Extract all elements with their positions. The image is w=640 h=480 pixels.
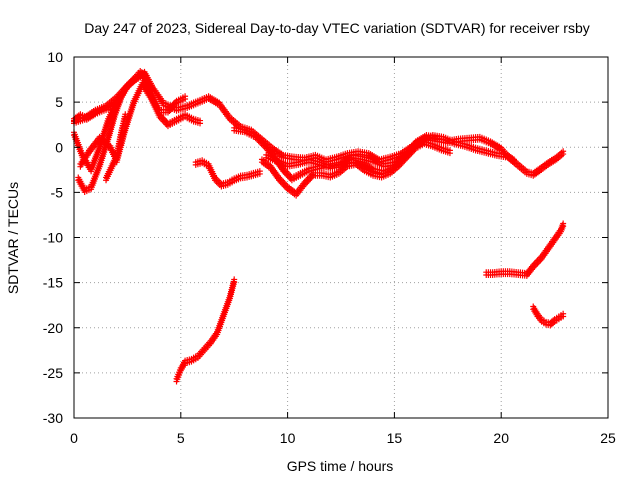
series-track-11 bbox=[173, 276, 238, 385]
data-point-marker bbox=[256, 170, 263, 177]
data-point-marker bbox=[434, 136, 441, 143]
y-tick-label: -30 bbox=[43, 410, 63, 426]
series-track-13 bbox=[530, 303, 567, 329]
y-axis-label: SDTVAR / TECUs bbox=[5, 182, 21, 294]
x-tick-label: 20 bbox=[493, 430, 509, 446]
y-tick-label: -5 bbox=[51, 184, 64, 200]
y-tick-label: 5 bbox=[55, 94, 63, 110]
series-track-7 bbox=[192, 157, 263, 190]
x-axis-ticks: 0 5 10 15 20 25 bbox=[70, 57, 616, 446]
series-track-10 bbox=[263, 132, 441, 177]
y-tick-label: -10 bbox=[43, 230, 63, 246]
y-tick-label: -25 bbox=[43, 365, 63, 381]
chart-title: Day 247 of 2023, Sidereal Day-to-day VTE… bbox=[84, 20, 590, 36]
data-point-marker bbox=[231, 279, 238, 286]
y-axis-ticks: -30 -25 -20 -15 -10 -5 0 5 10 bbox=[43, 49, 608, 426]
grid-lines bbox=[74, 57, 608, 418]
series-track-12 bbox=[483, 220, 567, 279]
y-tick-label: -20 bbox=[43, 320, 63, 336]
data-point-marker bbox=[122, 114, 129, 121]
y-tick-label: 0 bbox=[55, 139, 63, 155]
x-tick-label: 0 bbox=[70, 430, 78, 446]
x-axis-label: GPS time / hours bbox=[287, 458, 394, 474]
data-point-marker bbox=[560, 313, 567, 320]
y-tick-label: -15 bbox=[43, 275, 63, 291]
series-track-4 bbox=[75, 67, 150, 195]
data-point-marker bbox=[197, 120, 204, 127]
x-tick-label: 15 bbox=[387, 430, 403, 446]
data-point-marker bbox=[446, 150, 453, 157]
data-point-marker bbox=[560, 223, 567, 230]
data-series bbox=[71, 67, 567, 385]
data-point-marker bbox=[143, 75, 150, 82]
series-track-5 bbox=[77, 79, 204, 170]
data-point-marker bbox=[560, 151, 567, 158]
series-track-6 bbox=[103, 111, 129, 184]
x-tick-label: 5 bbox=[177, 430, 185, 446]
x-tick-label: 25 bbox=[600, 430, 616, 446]
data-point-marker bbox=[182, 96, 189, 103]
data-point-marker bbox=[511, 159, 518, 166]
x-tick-label: 10 bbox=[280, 430, 296, 446]
y-tick-label: 10 bbox=[47, 49, 63, 65]
